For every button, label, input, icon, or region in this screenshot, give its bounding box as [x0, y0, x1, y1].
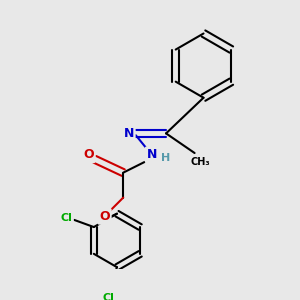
Text: O: O	[99, 210, 110, 223]
Text: Cl: Cl	[102, 292, 114, 300]
Text: N: N	[147, 148, 157, 161]
Text: N: N	[123, 127, 134, 140]
Text: H: H	[161, 153, 171, 164]
Text: Cl: Cl	[60, 213, 72, 223]
Text: CH₃: CH₃	[190, 157, 210, 167]
Text: O: O	[83, 148, 94, 161]
